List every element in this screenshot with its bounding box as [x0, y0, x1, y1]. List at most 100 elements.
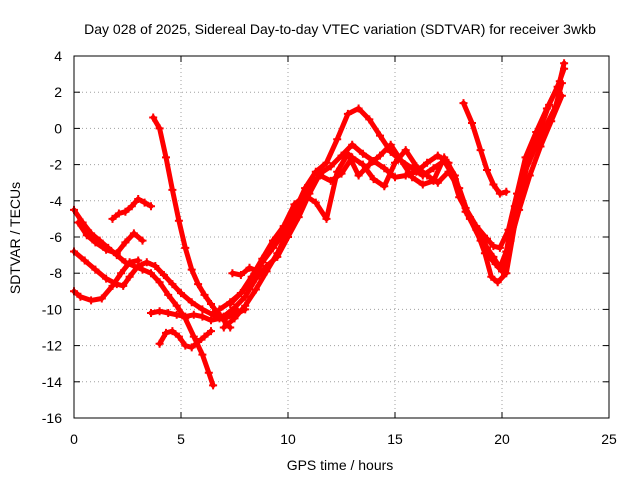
- chart-title: Day 028 of 2025, Sidereal Day-to-day VTE…: [84, 21, 596, 37]
- data-point: [254, 267, 262, 276]
- data-point: [408, 173, 417, 182]
- data-point: [251, 285, 260, 294]
- data-point: [316, 171, 325, 180]
- data-point: [155, 339, 164, 348]
- data-point: [322, 158, 331, 167]
- data-point: [80, 256, 89, 265]
- y-tick-label: -16: [42, 410, 62, 426]
- series-track-m: [229, 265, 261, 278]
- data-point: [560, 59, 569, 68]
- data-point: [230, 314, 239, 323]
- data-point: [273, 249, 282, 258]
- series-track-l: [227, 60, 567, 307]
- data-point: [369, 175, 378, 184]
- data-point: [483, 166, 491, 174]
- data-point: [140, 198, 149, 207]
- x-tick-label: 25: [601, 431, 617, 447]
- data-point: [147, 269, 155, 278]
- data-point: [198, 350, 207, 359]
- data-point: [155, 307, 164, 316]
- data-point: [534, 129, 543, 138]
- data-point: [358, 149, 367, 158]
- data-point: [461, 207, 470, 216]
- data-point: [301, 191, 310, 200]
- y-axis-label: SDTVAR / TECUs: [7, 182, 23, 294]
- data-point: [189, 310, 198, 319]
- y-tick-label: -4: [50, 193, 63, 209]
- data-point: [162, 153, 170, 162]
- y-tick-label: 4: [54, 48, 62, 64]
- data-point: [495, 243, 504, 252]
- data-point: [245, 263, 254, 272]
- y-tick-label: -2: [50, 157, 63, 173]
- y-tick-label: -8: [50, 265, 63, 281]
- series-track-a: [71, 207, 216, 388]
- data-point: [228, 269, 237, 278]
- y-tick-label: -14: [42, 374, 62, 390]
- data-point: [502, 269, 511, 278]
- data-point: [322, 214, 331, 223]
- data-point: [198, 312, 207, 321]
- data-point: [557, 91, 566, 100]
- data-point: [333, 135, 342, 144]
- series-track-n: [461, 100, 509, 197]
- data-point: [343, 109, 352, 118]
- y-tick-label: 2: [54, 84, 62, 100]
- x-tick-label: 15: [387, 431, 403, 447]
- data-point: [423, 171, 432, 180]
- data-point: [294, 205, 303, 214]
- data-point: [151, 262, 160, 270]
- data-point: [493, 278, 502, 287]
- data-point: [495, 189, 504, 198]
- data-point: [547, 117, 556, 126]
- data-point: [125, 272, 134, 281]
- data-point: [397, 157, 406, 165]
- data-point: [429, 176, 438, 185]
- y-tick-label: -12: [42, 338, 62, 354]
- data-point: [159, 271, 168, 279]
- data-point: [401, 146, 410, 155]
- data-point: [483, 234, 491, 243]
- data-point: [200, 290, 209, 299]
- data-point: [189, 332, 198, 341]
- data-point: [91, 238, 100, 247]
- data-point: [555, 77, 564, 86]
- data-point: [391, 173, 399, 182]
- data-point: [209, 309, 218, 317]
- data-point: [204, 368, 213, 377]
- data-point: [215, 305, 224, 314]
- data-point: [187, 265, 196, 274]
- data-point: [108, 214, 117, 223]
- data-point: [354, 171, 363, 180]
- x-axis-label: GPS time / hours: [287, 457, 394, 473]
- data-point: [174, 216, 183, 225]
- data-point: [376, 131, 384, 140]
- data-point: [181, 312, 190, 321]
- data-point: [138, 236, 147, 245]
- data-point: [114, 209, 123, 218]
- data-point: [168, 280, 177, 289]
- x-tick-label: 20: [494, 431, 510, 447]
- x-tick-label: 10: [280, 431, 296, 447]
- data-point: [219, 312, 228, 321]
- data-point: [155, 278, 164, 287]
- data-point: [177, 289, 185, 298]
- data-point: [247, 272, 256, 281]
- data-point: [348, 140, 357, 149]
- data-point: [326, 162, 335, 171]
- grid: [74, 56, 609, 418]
- data-point: [241, 292, 250, 301]
- data-point: [187, 343, 196, 352]
- data-point: [258, 254, 267, 263]
- data-point: [376, 151, 384, 160]
- series-track-h: [150, 115, 233, 330]
- data-point: [241, 301, 250, 310]
- data-point: [513, 207, 521, 216]
- data-point: [174, 332, 183, 341]
- plot-area: [70, 59, 569, 390]
- data-point: [476, 146, 485, 155]
- data-point: [311, 167, 320, 176]
- data-point: [284, 227, 292, 236]
- data-point: [226, 300, 235, 308]
